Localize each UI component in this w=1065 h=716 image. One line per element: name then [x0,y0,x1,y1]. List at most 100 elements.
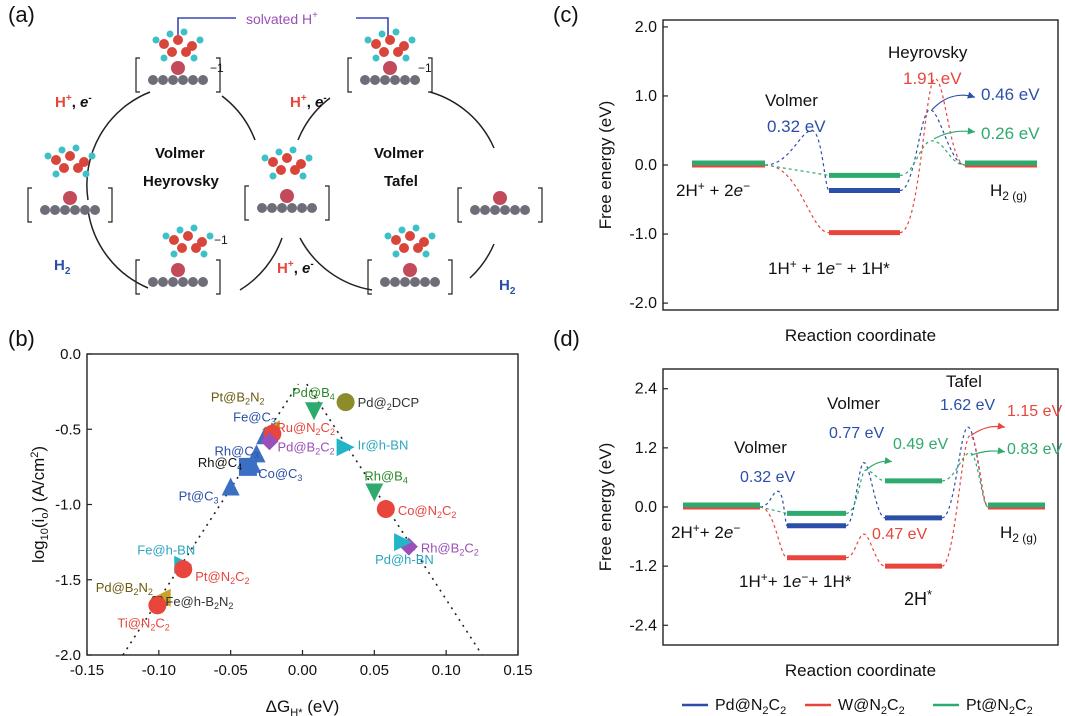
point-label: Co@C3 [258,466,302,483]
x-tick-label: 0.10 [432,662,461,679]
arrow-pd [931,91,976,111]
volcano-left-line [122,383,299,656]
carbon-atom [470,205,480,215]
point-circle [376,500,395,519]
legend-label-part: C [887,697,899,714]
y-tick-label: -2.0 [629,295,657,312]
oxygen-atom [159,39,169,49]
point-label: Pd@B2N2 [96,580,153,597]
svg-text:H+, e-: H+, e- [55,93,92,111]
label-sub: 2 [315,446,320,456]
label-start: 2H+ + 2e− [676,179,750,200]
oxygen-atom [276,165,286,175]
y-tick-label: 2.4 [635,381,657,398]
bracket-left [347,57,352,93]
label-start: 2H++ 2e− [671,521,740,542]
arc-right-bottom [469,243,495,279]
x-axis-label: Reaction coordinate [785,661,936,680]
arc-right-top [429,91,495,149]
label-mid-part: e [792,572,801,591]
label-mid-part: + [790,257,797,271]
hydrogen-atom [428,232,436,240]
point-label: Pd@h-BN [375,552,434,567]
point-circle [174,560,193,579]
x-tick-label: -0.10 [142,662,176,679]
x-axis-label: ΔGH* (eV) [266,697,340,716]
label-volmer-1: Volmer [734,438,787,457]
oxygen-atom [405,231,415,241]
volmer-barrier-pd [764,129,830,192]
metal-atom [280,189,294,203]
point-label: Pd@B4 [292,385,335,402]
oxygen-atom [391,235,401,245]
label-text: Pt@N [195,569,230,584]
energy-5: 1.15 eV [1007,403,1062,420]
label-sub: 2 [230,576,235,586]
carbon-atom [188,277,198,287]
carbon-atom [188,75,198,85]
point-label: Rh@B2C2 [421,541,479,558]
point-label: Rh@C4 [198,455,242,472]
hydrogen-atom [364,36,372,44]
oxygen-atom [177,243,187,253]
oxygen-atom [51,155,61,165]
hydrogen-atom [170,250,178,258]
y-tick-label: -1.2 [629,558,657,575]
energy-4: 1.62 eV [940,397,995,414]
carbon-atom [148,75,158,85]
x-axis-label: Reaction coordinate [785,326,936,345]
energy-pt: 0.26 eV [981,124,1040,143]
bracket-right [325,185,330,221]
label-text: Rh@C [198,455,237,470]
water-top-right [364,28,416,62]
label-mid-part: 1H [739,572,761,591]
arc-mid-top [221,95,256,141]
label-text: N [139,580,148,595]
arrow-1-pt [865,457,893,471]
hydrogen-atom [200,250,208,258]
bracket-left [27,187,32,223]
label-start-part: + [698,179,705,193]
hydrogen-atom [299,172,307,180]
carbon-atom [198,75,208,85]
carbon-atom [480,205,490,215]
carbon-atom [158,277,168,287]
y-axis-label-part: (i [29,519,48,528]
carbon-atom [520,205,530,215]
legend-label-part: C [769,697,781,714]
label-sub: 3 [254,450,259,460]
label-sub: 2 [165,622,170,632]
y-axis-label-part: o [39,513,51,519]
label-start-part: + [693,521,700,535]
water-top-left [152,28,204,62]
h2-label-left: H2 [54,257,71,277]
carbon-atom [490,205,500,215]
bracket-left [135,57,140,93]
label-start-part: 2H [676,181,698,200]
legend-label-part: W@N [838,697,881,714]
hydrogen-atom [88,152,96,160]
label-text: Rh@B [364,468,403,483]
oxygen-atom [290,165,300,175]
panel-c-energy: 2.0 1.0 0.0 -1.0 -2.0 Reaction coordinate Free… [596,19,1059,345]
label-text: Fe@h-B [165,594,214,609]
label-start-part: 2H [671,523,693,542]
bracket-left [457,187,462,223]
h2-label-right: H2 [499,277,516,297]
oxygen-atom [379,47,389,57]
y-tick-label: 0.0 [60,346,81,363]
legend-label-part: 2 [881,705,887,716]
label-2h-part: 2H [904,589,927,609]
label-text: C [155,615,164,630]
oxygen-atom [73,163,83,173]
label-mid-part: + 1H* [842,259,890,278]
carbon-atom [400,277,410,287]
label-sub: 2 [459,548,464,558]
bracket-right [448,259,453,295]
label-sub: 2 [316,427,321,437]
legend-label: W@N2C2 [838,697,905,716]
energy-1: 0.32 eV [740,469,795,486]
oxygen-atom [268,157,278,167]
carbon-atom [430,277,440,287]
metal-atom [383,61,397,75]
